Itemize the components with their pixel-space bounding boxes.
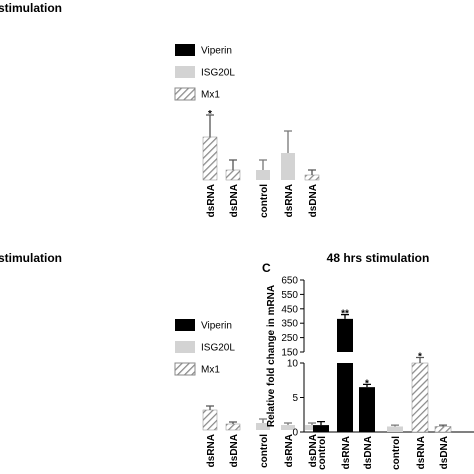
legend-swatch (174, 362, 196, 376)
legend-swatch (175, 44, 195, 56)
error-bar (416, 356, 424, 363)
bar (305, 425, 319, 430)
legend-label: Viperin (201, 46, 232, 57)
error-bar (308, 422, 316, 425)
legend-swatch (175, 319, 195, 331)
annotation: * (418, 352, 422, 363)
legend-swatch (175, 66, 195, 78)
bar (313, 425, 329, 432)
x-tick-label: dsRNA (206, 434, 217, 467)
error-bar (284, 422, 292, 425)
y-tick-label: 10 (287, 359, 299, 370)
error-bar (363, 383, 371, 388)
error-bar (341, 313, 349, 319)
bar (304, 174, 320, 181)
y-tick-label: 0 (292, 428, 298, 439)
bar (434, 426, 452, 433)
x-tick-label: dsRNA (341, 436, 352, 469)
annotation: * (365, 378, 369, 389)
chart-title: stimulation (0, 251, 62, 265)
x-tick-label: control (259, 184, 270, 218)
error-bar (206, 405, 214, 410)
panel-label: C (262, 261, 271, 275)
x-tick-label: dsDNA (229, 434, 240, 467)
error-bar (308, 169, 316, 175)
legend-label: ISG20L (201, 68, 235, 79)
legend-label: Mx1 (201, 365, 220, 376)
bar (202, 136, 218, 181)
x-tick-label: control (317, 436, 328, 470)
y-tick-label: 250 (281, 333, 298, 344)
bar (256, 170, 270, 180)
error-bar (317, 421, 325, 426)
bar (387, 426, 403, 432)
x-tick-label: dsDNA (308, 434, 319, 467)
x-tick-label: dsRNA (284, 434, 295, 467)
x-tick-label: dsDNA (363, 436, 374, 469)
annotation: * (208, 109, 212, 120)
chart-title: stimulation (0, 1, 62, 15)
y-tick-label: 150 (281, 348, 298, 359)
annotation: ** (341, 309, 349, 320)
y-tick-label: 450 (281, 304, 298, 315)
axis-break-gap (336, 352, 354, 363)
legend-label: Viperin (201, 321, 232, 332)
bar (281, 153, 295, 180)
error-bar (284, 130, 292, 153)
x-tick-label: dsDNA (439, 436, 450, 469)
y-tick-label: 5 (292, 393, 298, 404)
error-bar (259, 418, 267, 423)
x-tick-label: dsDNA (308, 184, 319, 217)
x-tick-label: control (391, 436, 402, 470)
error-bar (229, 421, 237, 424)
error-bar (391, 424, 399, 427)
chart-title: 48 hrs stimulation (327, 251, 430, 265)
y-tick-label: 350 (281, 319, 298, 330)
bar (359, 387, 375, 432)
error-bar (206, 114, 214, 137)
legend-label: ISG20L (201, 343, 235, 354)
bar (225, 169, 241, 181)
legend-swatch (175, 341, 195, 353)
legend-label: Mx1 (201, 90, 220, 101)
error-bar (439, 424, 447, 427)
y-axis-label: Relative fold change in mRNA (266, 285, 277, 427)
x-tick-label: dsRNA (284, 184, 295, 217)
bar (256, 423, 270, 430)
x-tick-label: dsRNA (416, 436, 427, 469)
error-bar (259, 159, 267, 170)
legend-swatch (174, 87, 196, 101)
bar (202, 409, 218, 431)
bar (281, 425, 295, 430)
bar (225, 423, 241, 431)
y-tick-label: 650 (281, 276, 298, 287)
y-tick-label: 550 (281, 290, 298, 301)
x-tick-label: control (259, 434, 270, 468)
error-bar (229, 159, 237, 170)
x-tick-label: dsDNA (229, 184, 240, 217)
x-tick-label: dsRNA (206, 184, 217, 217)
bar (337, 318, 353, 432)
bar (411, 362, 429, 433)
